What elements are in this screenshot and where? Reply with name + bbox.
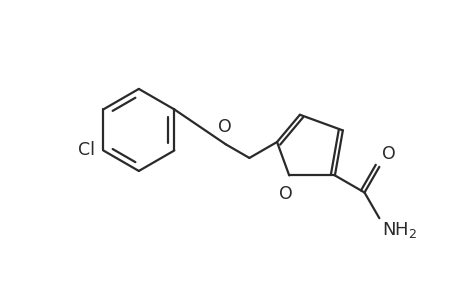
Text: O: O: [381, 145, 394, 163]
Text: O: O: [278, 185, 292, 203]
Text: Cl: Cl: [78, 142, 95, 160]
Text: O: O: [218, 118, 231, 136]
Text: NH$_2$: NH$_2$: [381, 220, 416, 241]
